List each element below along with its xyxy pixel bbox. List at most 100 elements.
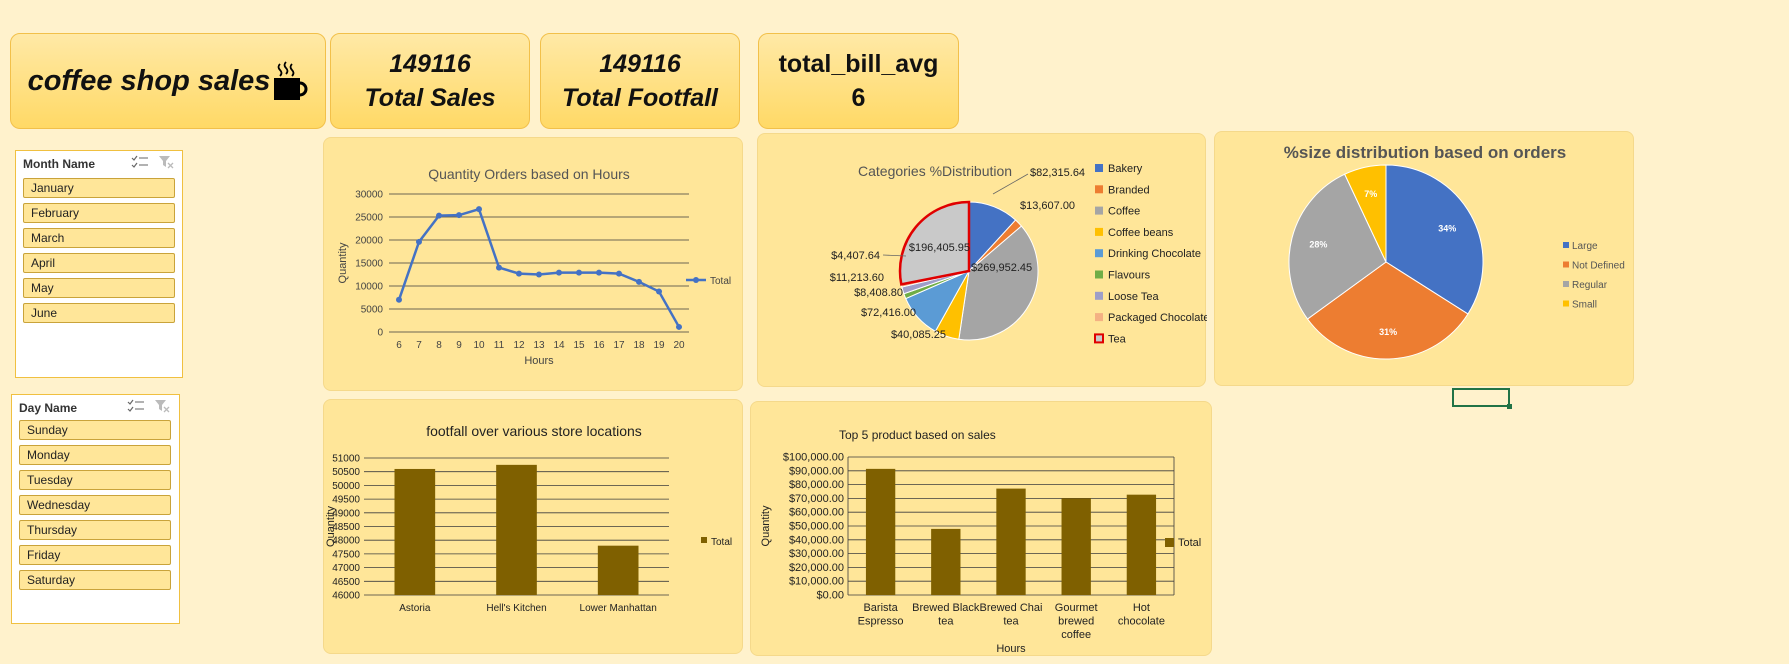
data-point (456, 212, 462, 219)
data-point (396, 296, 402, 303)
x-tick-label: 12 (513, 340, 525, 351)
coffee-cup-icon (274, 61, 308, 100)
legend-swatch (701, 537, 707, 543)
total-sales-card: 149116 Total Sales (330, 33, 530, 129)
legend-label: Not Defined (1572, 261, 1625, 272)
x-tick-label: Gourmet (1055, 602, 1098, 614)
y-tick-label: $40,000.00 (789, 534, 844, 546)
slicer-item-may[interactable]: May (23, 278, 175, 298)
month-slicer: Month Name January February March April May J… (15, 150, 183, 378)
y-tick-label: 30000 (355, 190, 383, 201)
data-label: $72,416.00 (861, 307, 916, 319)
footfall-chart-panel[interactable]: footfall over various store locations 460… (323, 399, 743, 654)
hours-chart-panel[interactable]: Quantity Orders based on Hours 0 5000 10000… (323, 137, 743, 391)
legend-swatch (1095, 227, 1103, 236)
slicer-item-monday[interactable]: Monday (19, 445, 171, 465)
data-point (476, 206, 482, 213)
y-tick-label: $90,000.00 (789, 465, 844, 477)
slicer-item-sunday[interactable]: Sunday (19, 420, 171, 440)
x-tick-label: tea (1003, 616, 1019, 628)
x-axis-title: Hours (524, 355, 554, 367)
y-tick-label: 51000 (332, 454, 360, 465)
legend-label: Regular (1572, 280, 1608, 291)
slicer-item-april[interactable]: April (23, 253, 175, 273)
x-tick-label: Brewed Chai (980, 602, 1043, 614)
slicer-item-june[interactable]: June (23, 303, 175, 323)
total-bill-avg-label: total_bill_avg (778, 50, 939, 78)
legend-label: Total (1178, 537, 1201, 549)
data-point (416, 238, 422, 245)
slicer-item-tuesday[interactable]: Tuesday (19, 470, 171, 490)
total-footfall-value: 149116 (599, 50, 681, 78)
x-tick-label: Brewed Black (912, 602, 980, 614)
y-tick-label: $20,000.00 (789, 562, 844, 574)
y-axis-title: Quantity (325, 506, 337, 547)
top5-chart-panel[interactable]: Top 5 product based on sales $0.00 $10,000… (750, 401, 1212, 656)
data-point (636, 278, 642, 285)
selected-cell[interactable] (1452, 388, 1512, 409)
data-label: $40,085.25 (891, 329, 946, 341)
total-bill-avg-value: 6 (851, 84, 866, 112)
x-tick-label: brewed (1058, 616, 1094, 628)
size-chart-panel[interactable]: %size distribution based on orders 34% 31%… (1214, 131, 1634, 386)
data-label: 31% (1379, 327, 1397, 337)
slicer-item-saturday[interactable]: Saturday (19, 570, 171, 590)
legend-label: Coffee beans (1108, 227, 1174, 239)
y-tick-label: $50,000.00 (789, 521, 844, 533)
x-tick-label: tea (938, 616, 954, 628)
legend-swatch (1095, 270, 1103, 279)
legend-swatch (1095, 249, 1103, 258)
x-tick-label: 6 (396, 340, 402, 351)
y-tick-label: 46000 (332, 591, 360, 602)
slicer-item-january[interactable]: January (23, 178, 175, 198)
x-tick-label: Hot (1133, 602, 1150, 614)
dashboard-title: coffee shop sales (27, 65, 271, 97)
y-tick-label: 48500 (332, 522, 360, 533)
x-tick-label: 14 (553, 340, 565, 351)
y-tick-label: 49000 (332, 508, 360, 519)
y-tick-label: $0.00 (816, 590, 844, 602)
categories-chart-panel[interactable]: Categories %Distribution $82,315.64 $13,60… (757, 133, 1210, 387)
data-point (516, 270, 522, 277)
legend-label: Flavours (1108, 270, 1151, 282)
slicer-item-thursday[interactable]: Thursday (19, 520, 171, 540)
x-tick-label: 16 (593, 340, 605, 351)
legend-label: Coffee (1108, 206, 1140, 218)
total-sales-value: 149116 (389, 50, 471, 78)
clear-filter-icon[interactable] (158, 155, 174, 169)
x-axis-title: Hours (996, 643, 1026, 655)
chart-title: Top 5 product based on sales (839, 428, 996, 442)
x-tick-label: 8 (436, 340, 442, 351)
legend-label: Packaged Chocolate (1108, 312, 1207, 324)
chart-title: Categories %Distribution (858, 163, 1012, 179)
x-tick-label: Barista (863, 602, 898, 614)
slicer-item-march[interactable]: March (23, 228, 175, 248)
clear-filter-icon[interactable] (154, 399, 170, 413)
total-footfall-label: Total Footfall (562, 84, 718, 112)
data-point (656, 288, 662, 295)
data-point (556, 269, 562, 276)
y-tick-label: 46500 (332, 577, 360, 588)
y-tick-label: 50000 (332, 481, 360, 492)
chart-title: Quantity Orders based on Hours (428, 166, 630, 182)
multi-select-icon[interactable] (127, 399, 145, 413)
slicer-item-wednesday[interactable]: Wednesday (19, 495, 171, 515)
pie-slice-not-defined (1306, 261, 1469, 360)
data-label: $11,213.60 (830, 272, 884, 284)
legend-swatch (1563, 281, 1569, 287)
data-label: $8,408.80 (854, 287, 903, 299)
x-tick-label: coffee (1061, 629, 1091, 641)
x-tick-label: Hell's Kitchen (486, 603, 546, 614)
legend-label: Small (1572, 300, 1597, 311)
x-tick-label: 9 (456, 340, 462, 351)
y-tick-label: 10000 (355, 282, 383, 293)
bar (996, 488, 1026, 595)
legend-label: Branded (1108, 184, 1150, 196)
legend-swatch (1095, 185, 1103, 194)
y-tick-label: 25000 (355, 213, 383, 224)
data-label: $13,607.00 (1020, 200, 1075, 212)
top5-bar-chart: Top 5 product based on sales $0.00 $10,000… (760, 428, 1201, 655)
slicer-item-february[interactable]: February (23, 203, 175, 223)
slicer-item-friday[interactable]: Friday (19, 545, 171, 565)
multi-select-icon[interactable] (131, 155, 149, 169)
